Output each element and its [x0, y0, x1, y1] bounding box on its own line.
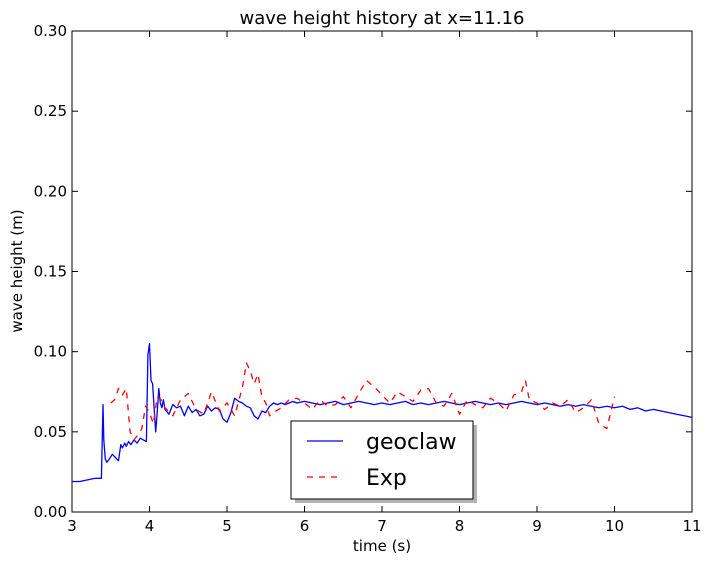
y-tick-label: 0.00 — [34, 503, 67, 521]
x-tick-label: 7 — [377, 517, 387, 535]
y-tick-label: 0.05 — [34, 423, 67, 441]
series-line-geoclaw — [72, 342, 692, 483]
chart-title: wave height history at x=11.16 — [239, 8, 524, 29]
x-tick-label: 10 — [605, 517, 624, 535]
legend: geoclaw Exp — [290, 420, 477, 503]
x-tick-label: 8 — [455, 517, 465, 535]
x-tick-label: 5 — [222, 517, 232, 535]
x-tick-label: 3 — [67, 517, 77, 535]
x-tick-label: 6 — [300, 517, 310, 535]
x-axis-label: time (s) — [353, 537, 411, 555]
x-tick-label: 11 — [682, 517, 701, 535]
y-tick-label: 0.30 — [34, 22, 67, 40]
legend-label-geoclaw: geoclaw — [366, 430, 457, 455]
legend-label-exp: Exp — [366, 466, 407, 491]
series-line-exp — [110, 362, 616, 441]
series-group — [72, 342, 692, 483]
y-axis-label: wave height (m) — [8, 209, 26, 332]
plot-area: 3 4 5 6 7 8 9 10 11 0.00 0.05 0.10 0.15 0.20 0.25 0.30 — [34, 22, 702, 535]
y-tick-label: 0.10 — [34, 343, 67, 361]
legend-box — [290, 420, 474, 500]
y-tick-label: 0.20 — [34, 182, 67, 200]
x-tick-label: 9 — [532, 517, 542, 535]
x-tick-label: 4 — [145, 517, 155, 535]
y-tick-label: 0.25 — [34, 102, 67, 120]
y-tick-label: 0.15 — [34, 263, 67, 281]
